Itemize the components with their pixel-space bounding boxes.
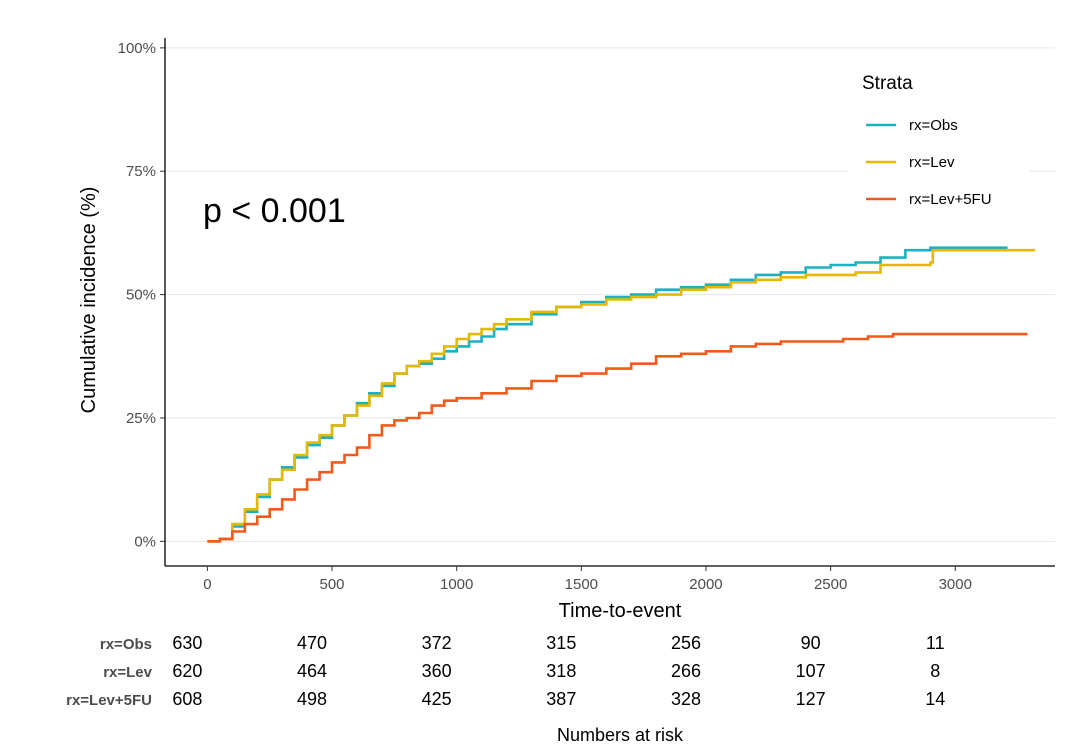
risk-table-value: 360 (422, 661, 452, 681)
risk-table-value: 107 (796, 661, 826, 681)
risk-table-value: 266 (671, 661, 701, 681)
legend-label: rx=Lev+5FU (909, 191, 992, 208)
risk-table-value: 630 (172, 633, 202, 653)
legend-title: Strata (862, 73, 913, 94)
risk-table-value: 256 (671, 633, 701, 653)
risk-table-title: Numbers at risk (557, 725, 684, 745)
y-tick-label: 100% (118, 40, 156, 57)
x-tick-label: 500 (320, 576, 345, 593)
risk-table-strata-label: rx=Lev+5FU (66, 692, 152, 709)
risk-table-value: 127 (796, 689, 826, 709)
risk-table-value: 315 (546, 633, 576, 653)
y-tick-label: 25% (126, 410, 156, 427)
risk-table-value: 90 (801, 633, 821, 653)
risk-table-strata-label: rx=Lev (103, 664, 152, 681)
series-line-rx-lev-5fu (207, 332, 1028, 543)
risk-table-value: 620 (172, 661, 202, 681)
risk-table-value: 11 (926, 633, 945, 653)
series-line-rx-lev (207, 248, 1036, 543)
risk-table-value: 470 (297, 633, 327, 653)
risk-table-value: 14 (925, 689, 945, 709)
x-tick-label: 2000 (689, 576, 722, 593)
x-tick-label: 1000 (440, 576, 473, 593)
risk-table-value: 318 (546, 661, 576, 681)
x-tick-label: 2500 (814, 576, 847, 593)
risk-table-value: 464 (297, 661, 327, 681)
risk-table-value: 425 (422, 689, 452, 709)
x-tick-label: 0 (203, 576, 211, 593)
axis-layer: 0% 25% 50% 75% 100% 0 500 1000 1500 2000 2500 3000 (118, 38, 1055, 593)
risk-table: rx=Obs 630 470 372 315 256 90 11 rx=Lev 620 464 360… (66, 633, 945, 709)
risk-table-value: 498 (297, 689, 327, 709)
y-tick-label: 0% (134, 533, 156, 550)
risk-table-value: 608 (172, 689, 202, 709)
risk-table-value: 372 (422, 633, 452, 653)
legend-label: rx=Obs (909, 117, 958, 134)
risk-table-value: 8 (930, 661, 940, 681)
x-tick-label: 1500 (565, 576, 598, 593)
y-tick-label: 75% (126, 163, 156, 180)
y-axis-title: Cumulative incidence (%) (78, 187, 100, 414)
risk-table-value: 328 (671, 689, 701, 709)
x-tick-label: 3000 (939, 576, 972, 593)
risk-table-value: 387 (546, 689, 576, 709)
risk-table-strata-label: rx=Obs (100, 636, 152, 653)
series-layer (207, 246, 1036, 543)
series-line-rx-obs (207, 246, 1008, 543)
y-tick-label: 50% (126, 287, 156, 304)
legend-label: rx=Lev (909, 154, 955, 171)
p-value-annotation: p < 0.001 (203, 192, 346, 230)
x-axis-title: Time-to-event (559, 600, 682, 622)
legend-items: rx=Obs rx=Lev rx=Lev+5FU (866, 117, 992, 208)
legend: Strata rx=Obs rx=Lev rx=Lev+5FU (848, 58, 1030, 228)
